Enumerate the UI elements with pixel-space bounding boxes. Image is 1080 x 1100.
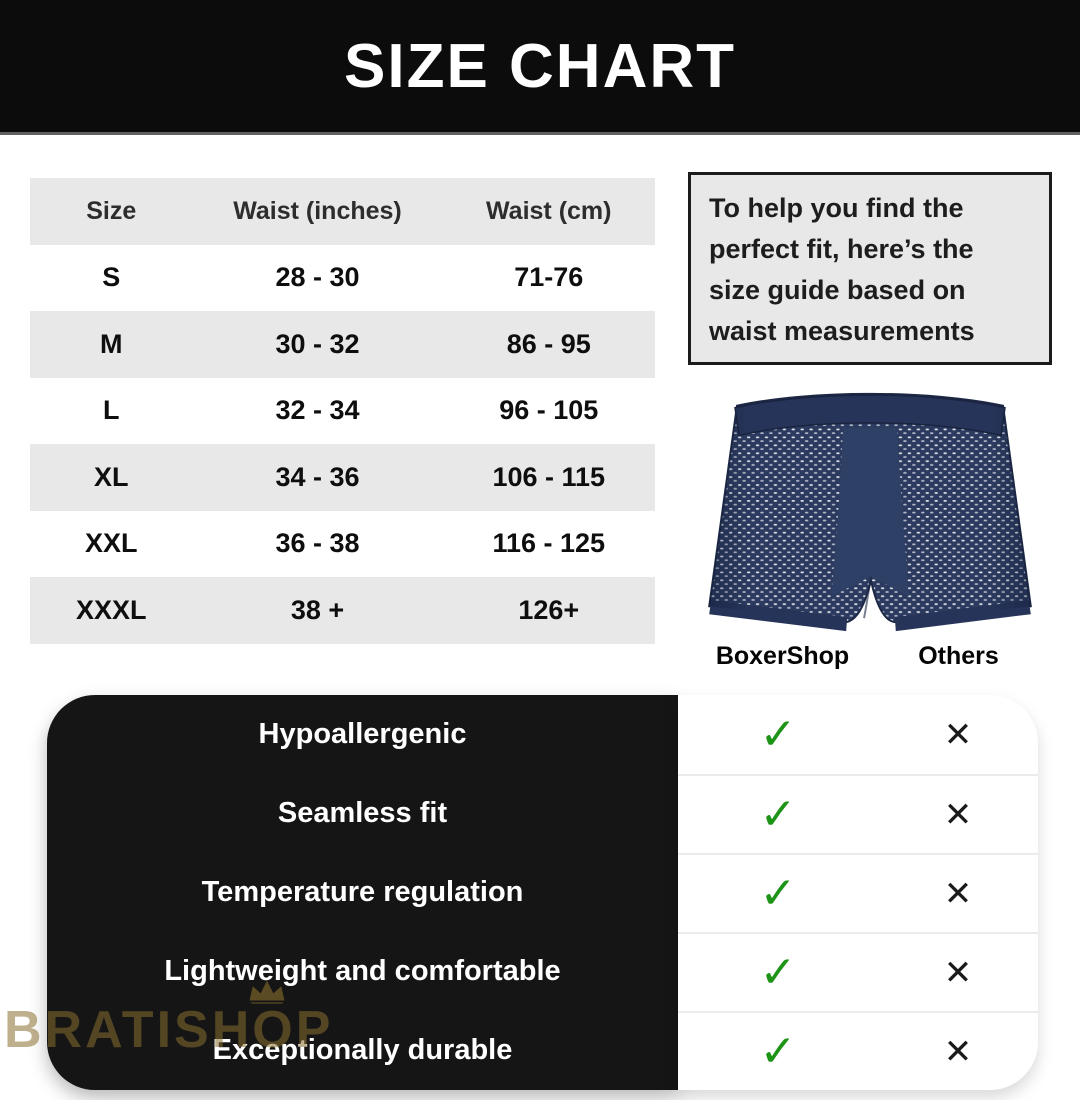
size-value: XXL: [84, 528, 138, 559]
size-value: L: [103, 395, 120, 426]
feature-row: Seamless fit: [47, 774, 678, 853]
table-row: XXL 36 - 38 116 - 125: [30, 510, 655, 577]
waist-cm-value: 86 - 95: [506, 328, 591, 359]
waist-inches-value: 34 - 36: [275, 461, 360, 492]
feature-label: Exceptionally durable: [212, 1034, 513, 1066]
feature-label: Lightweight and comfortable: [164, 955, 561, 987]
waist-cm-value: 96 - 105: [499, 395, 599, 426]
feature-label: Seamless fit: [277, 797, 448, 829]
feature-label: Hypoallergenic: [258, 718, 467, 750]
feature-row: Hypoallergenic: [47, 695, 678, 774]
waist-cm-value: 126+: [518, 594, 580, 625]
size-value: XXXL: [75, 594, 147, 625]
size-value: M: [100, 328, 123, 359]
brand-column-label: BoxerShop: [715, 642, 850, 670]
waist-inches-value: 28 - 30: [275, 262, 360, 293]
size-value: S: [102, 262, 121, 293]
marks-row: ✓ ✕: [678, 932, 1038, 1011]
cross-icon: ✕: [943, 714, 973, 755]
product-image: [700, 372, 1040, 640]
size-guide-note: To help you find the perfect fit, here’s…: [688, 172, 1052, 365]
table-row: XL 34 - 36 106 - 115: [30, 444, 655, 511]
cross-icon: ✕: [943, 794, 973, 835]
waist-inches-value: 32 - 34: [275, 395, 360, 426]
table-row: L 32 - 34 96 - 105: [30, 377, 655, 444]
marks-row: ✓ ✕: [678, 774, 1038, 853]
table-row: XXXL 38 + 126+: [30, 577, 655, 644]
page-title: SIZE CHART: [344, 31, 736, 101]
marks-row: ✓ ✕: [678, 853, 1038, 932]
waist-cm-value: 71-76: [514, 262, 584, 293]
feature-row: Temperature regulation: [47, 853, 678, 932]
table-row: M 30 - 32 86 - 95: [30, 311, 655, 378]
check-icon: ✓: [759, 867, 797, 919]
size-table-header-row: Size Waist (inches) Waist (cm): [30, 178, 655, 245]
column-header-size: Size: [86, 196, 137, 225]
waist-cm-value: 116 - 125: [492, 528, 606, 559]
others-column-label: Others: [918, 642, 999, 670]
marks-row: ✓ ✕: [678, 695, 1038, 774]
waist-inches-value: 30 - 32: [275, 328, 360, 359]
waist-inches-value: 38 +: [290, 594, 345, 625]
size-table: Size Waist (inches) Waist (cm) S 28 - 30…: [30, 178, 655, 644]
check-icon: ✓: [759, 708, 797, 760]
marks-panel: ✓ ✕ ✓ ✕ ✓ ✕ ✓ ✕ ✓ ✕: [678, 695, 1038, 1090]
cross-icon: ✕: [943, 952, 973, 993]
waist-inches-value: 36 - 38: [275, 528, 360, 559]
check-icon: ✓: [759, 1025, 797, 1077]
column-header-waist-cm: Waist (cm): [486, 196, 612, 225]
check-icon: ✓: [759, 946, 797, 998]
marks-row: ✓ ✕: [678, 1011, 1038, 1090]
check-icon: ✓: [759, 788, 797, 840]
waist-cm-value: 106 - 115: [492, 461, 606, 492]
cross-icon: ✕: [943, 1031, 973, 1072]
column-header-waist-inches: Waist (inches): [233, 196, 402, 225]
size-value: XL: [93, 461, 129, 492]
feature-row: Lightweight and comfortable: [47, 932, 678, 1011]
size-guide-note-text: To help you find the perfect fit, here’s…: [709, 193, 975, 346]
table-row: S 28 - 30 71-76: [30, 244, 655, 311]
feature-row: Exceptionally durable: [47, 1011, 678, 1090]
boxer-briefs-illustration: [708, 392, 1032, 632]
feature-label: Temperature regulation: [201, 876, 524, 908]
header-bar: SIZE CHART: [0, 0, 1080, 135]
features-panel: Hypoallergenic Seamless fit Temperature …: [47, 695, 678, 1090]
cross-icon: ✕: [943, 873, 973, 914]
